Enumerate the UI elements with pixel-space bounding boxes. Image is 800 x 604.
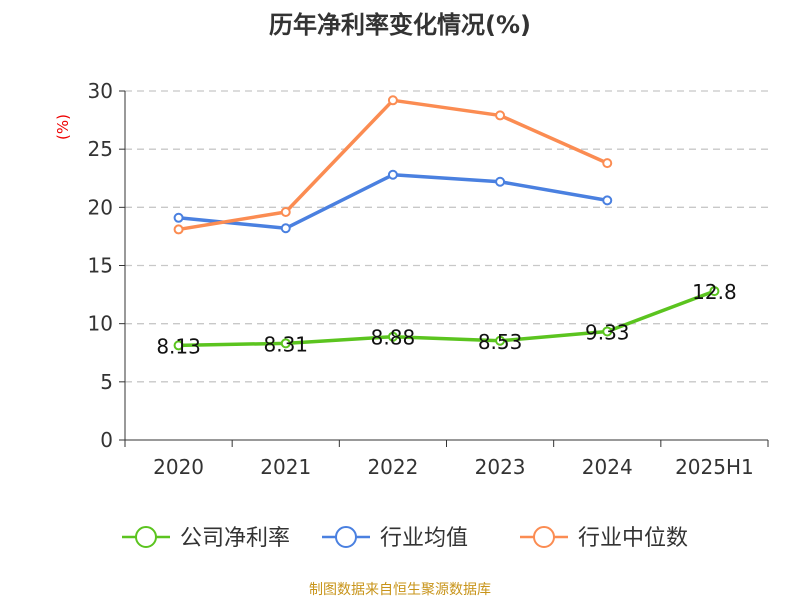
data-point <box>173 340 184 351</box>
y-tick-label: 25 <box>88 137 113 161</box>
data-point <box>602 326 613 337</box>
legend-label: 行业中位数 <box>578 526 688 551</box>
data-point <box>173 224 184 235</box>
data-point <box>495 176 506 187</box>
data-point <box>709 286 720 297</box>
series-line-2 <box>178 98 608 232</box>
x-tick-label: 2021 <box>260 455 311 479</box>
x-tick-label: 2022 <box>367 455 418 479</box>
source-note: 制图数据来自恒生聚源数据库 <box>309 582 491 598</box>
data-point <box>280 206 291 217</box>
legend-label: 公司净利率 <box>180 526 290 551</box>
series-line-0 <box>178 289 716 348</box>
data-point <box>280 338 291 349</box>
data-point <box>387 95 398 106</box>
y-tick-label: 20 <box>88 195 113 219</box>
data-label: 9.33 <box>585 320 630 344</box>
y-tick-label: 5 <box>100 370 113 394</box>
x-tick-label: 2025H1 <box>675 455 754 479</box>
data-label: 12.8 <box>692 280 737 304</box>
y-axis-label: (%) <box>54 114 72 140</box>
legend-label: 行业均值 <box>380 526 468 551</box>
y-tick-label: 0 <box>100 428 113 452</box>
legend-marker <box>335 526 357 548</box>
y-tick-label: 15 <box>88 254 113 278</box>
data-point <box>387 331 398 342</box>
x-tick-label: 2023 <box>475 455 526 479</box>
x-tick-label: 2024 <box>582 455 633 479</box>
legend-marker <box>533 526 555 548</box>
y-tick-label: 10 <box>88 312 113 336</box>
data-label: 8.31 <box>263 332 308 356</box>
data-label: 8.13 <box>156 334 201 358</box>
data-label: 8.88 <box>371 326 416 350</box>
y-tick-label: 30 <box>88 79 113 103</box>
data-point <box>387 169 398 180</box>
data-point <box>495 335 506 346</box>
legend-marker <box>135 526 157 548</box>
data-point <box>280 223 291 234</box>
data-label: 8.53 <box>478 330 523 354</box>
data-point <box>602 158 613 169</box>
data-point <box>495 110 506 121</box>
x-tick-label: 2020 <box>153 455 204 479</box>
chart-title: 历年净利率变化情况(%) <box>269 11 531 39</box>
data-point <box>173 212 184 223</box>
data-point <box>602 195 613 206</box>
